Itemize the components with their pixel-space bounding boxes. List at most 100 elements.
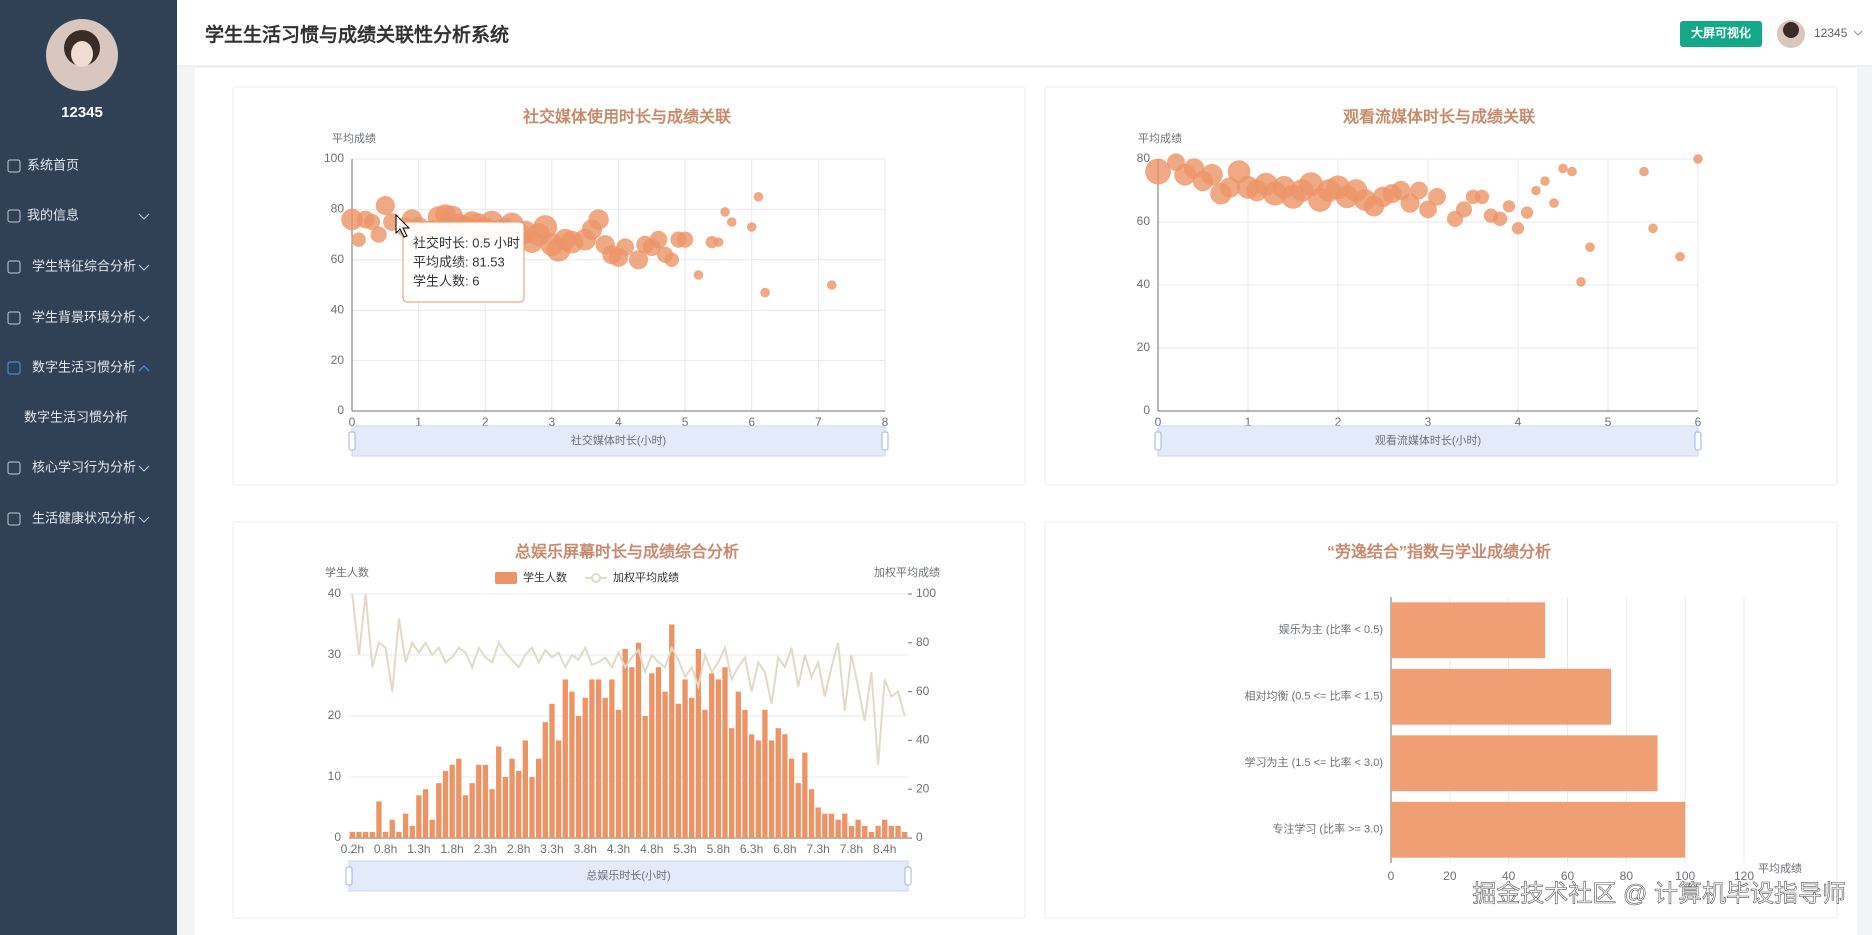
bar[interactable] — [868, 831, 875, 838]
bar[interactable] — [762, 709, 768, 838]
scatter-point[interactable] — [760, 287, 770, 298]
scatter-point[interactable] — [1492, 211, 1508, 227]
scatter-point[interactable] — [1576, 277, 1586, 287]
scatter-point[interactable] — [1675, 251, 1685, 262]
bar[interactable] — [456, 758, 462, 838]
scatter-point[interactable] — [1639, 166, 1649, 177]
bar[interactable] — [755, 740, 761, 838]
scatter-point[interactable] — [588, 209, 609, 230]
scatter-point[interactable] — [713, 237, 724, 247]
bar[interactable] — [569, 691, 575, 838]
bar[interactable] — [382, 831, 389, 838]
scatter-point[interactable] — [1502, 200, 1516, 213]
bar[interactable] — [422, 789, 429, 838]
scatter-point[interactable] — [649, 230, 668, 249]
scatter-point[interactable] — [363, 213, 381, 231]
bar[interactable] — [602, 697, 608, 838]
legend-swatch[interactable] — [495, 572, 517, 584]
line[interactable] — [351, 593, 906, 765]
scatter-point[interactable] — [1567, 166, 1577, 177]
scatter-point[interactable] — [1520, 206, 1534, 219]
slider-handle[interactable] — [348, 431, 356, 451]
legend-label[interactable]: 加权平均成绩 — [613, 571, 679, 584]
bar[interactable] — [1391, 735, 1658, 792]
bar[interactable] — [442, 770, 449, 838]
bar[interactable] — [748, 734, 755, 838]
legend-label[interactable]: 学生人数 — [523, 570, 567, 584]
bar[interactable] — [788, 758, 795, 838]
data-zoom-slider[interactable] — [348, 860, 909, 892]
bar[interactable] — [369, 831, 375, 838]
screen-button[interactable] — [1680, 21, 1762, 47]
scatter-point[interactable] — [677, 231, 694, 248]
slider-handle[interactable] — [904, 866, 912, 886]
bar[interactable] — [469, 783, 475, 838]
scatter-point[interactable] — [616, 238, 635, 257]
bar[interactable] — [389, 819, 395, 838]
bar[interactable] — [848, 825, 855, 838]
bar[interactable] — [822, 813, 828, 838]
menu-item[interactable]: 数字生活习惯分析 — [32, 359, 136, 374]
scatter-point[interactable] — [1511, 222, 1525, 235]
scatter-point[interactable] — [1540, 176, 1550, 186]
bar[interactable] — [768, 740, 775, 838]
bar[interactable] — [1391, 602, 1546, 659]
scatter-point[interactable] — [341, 208, 363, 231]
bar[interactable] — [582, 697, 588, 838]
scatter-point[interactable] — [726, 217, 737, 227]
bar[interactable] — [735, 691, 741, 838]
bar[interactable] — [516, 770, 522, 838]
menu-item[interactable]: 学生特征综合分析 — [32, 258, 136, 273]
menu-item[interactable]: 学生背景环境分析 — [32, 309, 136, 324]
scatter-point[interactable] — [664, 252, 680, 268]
scatter-point[interactable] — [375, 195, 395, 216]
bar[interactable] — [888, 825, 895, 838]
bar[interactable] — [549, 703, 555, 838]
bar[interactable] — [795, 783, 801, 838]
bar[interactable] — [675, 703, 682, 838]
bar[interactable] — [669, 624, 675, 839]
menu-item[interactable]: 我的信息 — [27, 207, 79, 222]
scatter-point[interactable] — [1419, 200, 1437, 219]
bar[interactable] — [1391, 668, 1612, 725]
bar[interactable] — [562, 679, 568, 838]
scatter-point[interactable] — [1693, 154, 1703, 164]
scatter-point[interactable] — [1428, 187, 1446, 206]
bar[interactable] — [662, 691, 668, 838]
bar[interactable] — [835, 819, 841, 838]
bar[interactable] — [728, 728, 735, 838]
bar[interactable] — [655, 667, 662, 838]
data-zoom-slider[interactable] — [351, 425, 886, 457]
slider-handle[interactable] — [345, 866, 353, 886]
slider-handle[interactable] — [881, 431, 889, 451]
scatter-point[interactable] — [1201, 163, 1223, 186]
bar[interactable] — [429, 819, 435, 838]
scatter-point[interactable] — [628, 250, 649, 270]
scatter-point[interactable] — [1558, 163, 1568, 174]
scatter-point[interactable] — [826, 280, 837, 290]
bar[interactable] — [462, 795, 469, 838]
scatter-point[interactable] — [720, 207, 730, 217]
bar[interactable] — [642, 716, 648, 838]
bar[interactable] — [695, 648, 702, 838]
bar[interactable] — [555, 740, 562, 838]
bar[interactable] — [595, 679, 602, 838]
bar[interactable] — [409, 825, 415, 838]
bar[interactable] — [609, 679, 615, 838]
bar[interactable] — [722, 667, 728, 838]
bar[interactable] — [895, 825, 901, 838]
bar[interactable] — [396, 831, 402, 838]
bar[interactable] — [402, 813, 409, 838]
data-zoom-slider[interactable] — [1157, 425, 1699, 457]
screen-button-label[interactable]: 大屏可视化 — [1691, 25, 1751, 40]
bar[interactable] — [356, 831, 362, 838]
legend-swatch[interactable] — [591, 573, 601, 583]
bar[interactable] — [808, 789, 815, 838]
scatter-point[interactable] — [1549, 198, 1559, 208]
submenu-item[interactable]: 数字生活习惯分析 — [24, 409, 128, 424]
bar[interactable] — [496, 746, 502, 839]
bar[interactable] — [828, 813, 835, 838]
bar[interactable] — [482, 764, 489, 838]
header-username[interactable]: 12345 — [1814, 26, 1848, 40]
bar[interactable] — [522, 740, 529, 838]
